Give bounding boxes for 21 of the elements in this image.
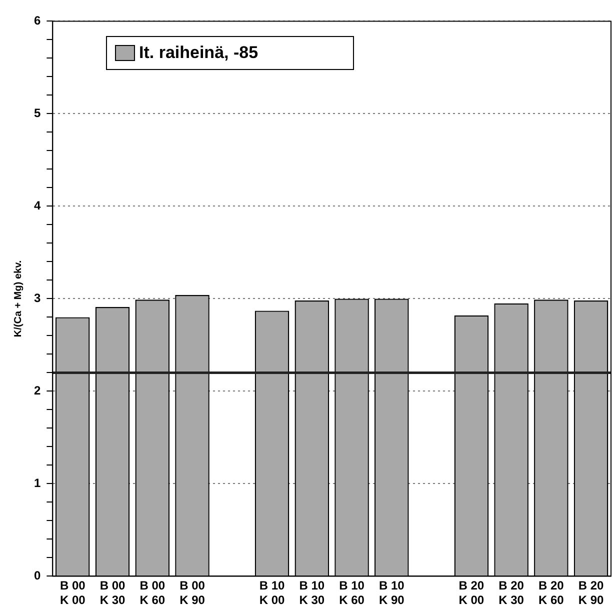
- x-tick-label: B 00 K 00: [60, 578, 86, 608]
- y-tick-label: 4: [34, 198, 41, 213]
- y-tick-label: 5: [34, 106, 41, 120]
- x-tick-label: B 10 K 60: [339, 578, 365, 608]
- y-tick-label: 2: [34, 384, 41, 398]
- y-axis-title: K/(Ca + Mg) ekv.: [12, 260, 24, 338]
- x-tick-label: B 00 K 90: [180, 578, 206, 608]
- legend-label: It. raiheinä, -85: [139, 43, 258, 63]
- x-tick-label: B 20 K 00: [458, 578, 484, 608]
- y-tick-label: 3: [34, 291, 41, 306]
- x-tick-label: B 10 K 00: [259, 578, 286, 608]
- y-tick-label: 6: [34, 14, 41, 28]
- y-tick-label: 1: [34, 476, 41, 490]
- x-tick-label: B 10 K 30: [299, 578, 325, 608]
- x-tick-label: B 10 K 90: [378, 578, 405, 608]
- y-tick-label: 0: [34, 568, 41, 583]
- x-tick-label: B 20 K 60: [538, 578, 564, 608]
- x-tick-label: B 20 K 90: [578, 578, 604, 608]
- x-tick-label: B 00 K 60: [140, 578, 166, 608]
- x-tick-label: B 00 K 30: [100, 578, 126, 608]
- x-tick-label: B 20 K 30: [498, 578, 524, 608]
